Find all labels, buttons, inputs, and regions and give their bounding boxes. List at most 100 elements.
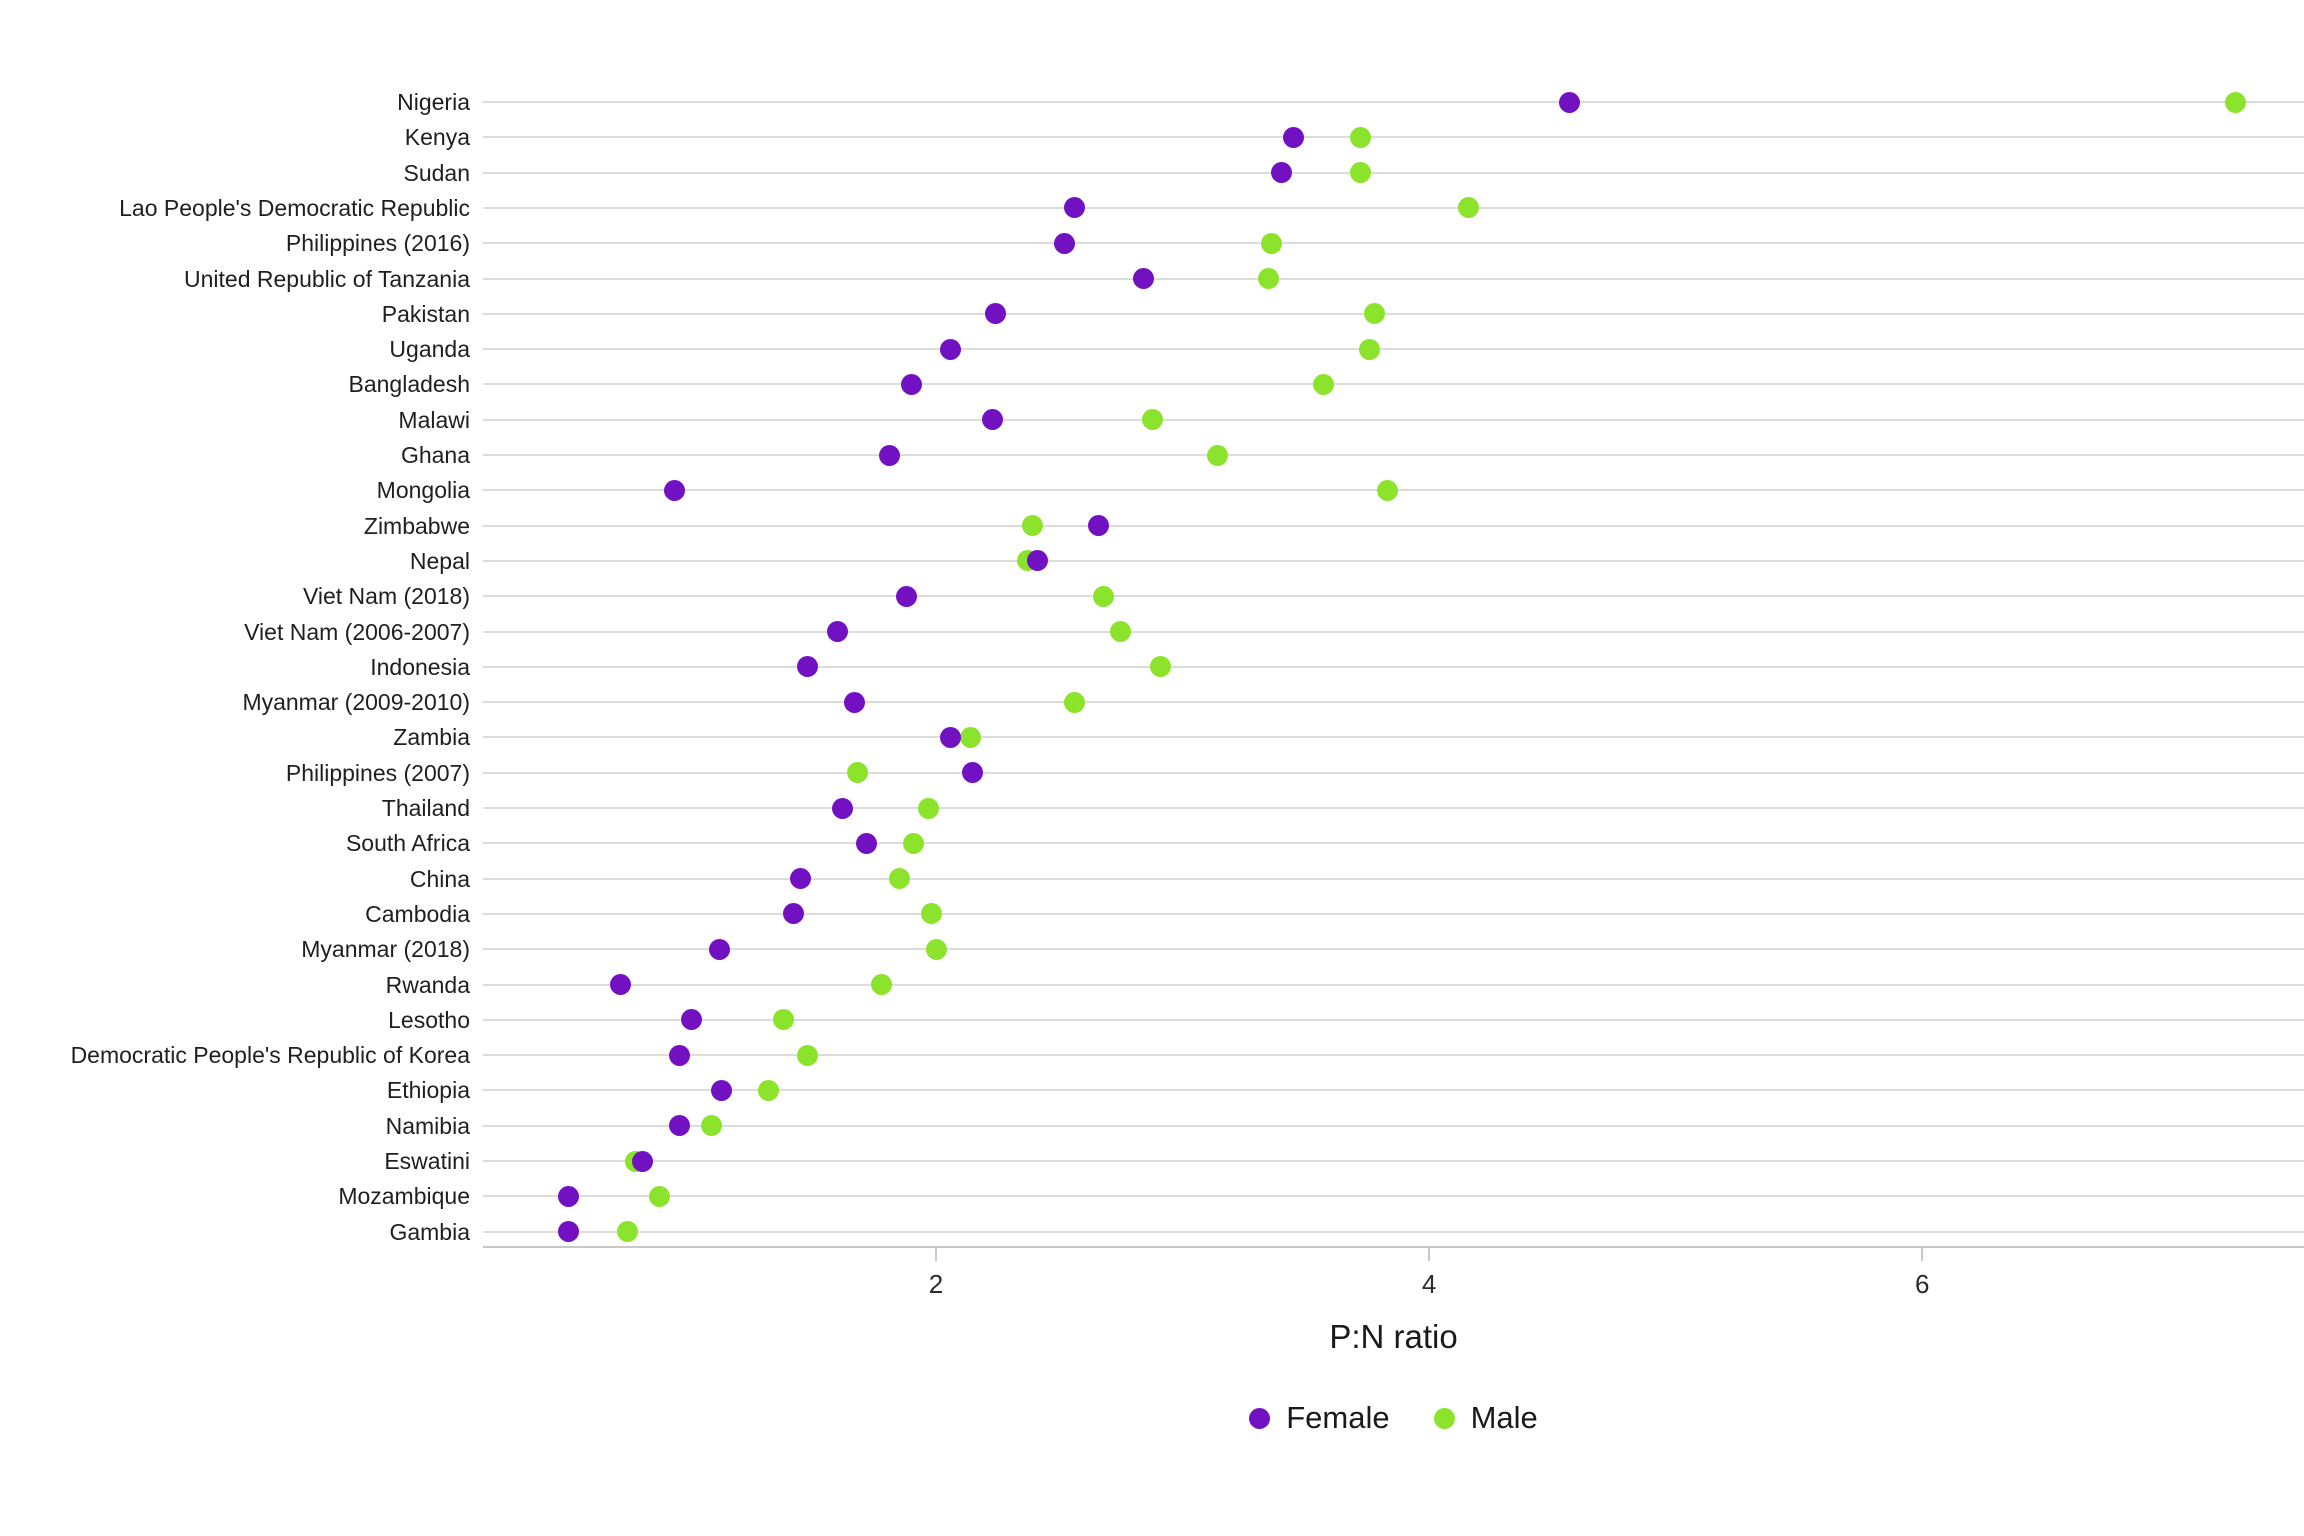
x-tick — [1428, 1248, 1431, 1261]
category-gridline — [483, 277, 2304, 280]
category-label: Pakistan — [381, 300, 470, 327]
data-point-female — [558, 1185, 580, 1207]
category-gridline — [483, 1160, 2304, 1162]
category-gridline — [483, 983, 2304, 986]
category-gridline — [483, 842, 2304, 845]
category-label: Zambia — [393, 724, 470, 751]
data-point-male — [1359, 338, 1381, 360]
data-point-female — [632, 1150, 654, 1172]
data-point-female — [669, 1115, 691, 1137]
category-label: Thailand — [381, 795, 470, 821]
category-gridline — [483, 736, 2304, 739]
data-point-male — [1349, 126, 1371, 148]
data-point-female — [1088, 515, 1110, 537]
data-point-male — [757, 1079, 779, 1101]
data-point-male — [903, 832, 925, 854]
category-gridline — [483, 1089, 2304, 1092]
data-point-male — [1458, 197, 1480, 219]
category-label: Lao People's Democratic Republic — [119, 194, 470, 221]
data-point-male — [797, 1044, 819, 1066]
category-gridline — [483, 1124, 2304, 1127]
x-tick-label: 6 — [1914, 1269, 1930, 1299]
category-label: South Africa — [345, 830, 470, 857]
data-point-male — [1376, 479, 1398, 501]
data-point-female — [1282, 126, 1304, 148]
data-point-female — [895, 585, 917, 607]
category-label: Myanmar (2009-2010) — [242, 689, 470, 716]
category-label: Philippines (2007) — [285, 759, 470, 786]
category-gridline — [483, 101, 2304, 103]
data-point-female — [844, 691, 866, 713]
data-point-male — [920, 903, 942, 925]
category-gridline — [483, 383, 2304, 386]
data-point-male — [2224, 91, 2246, 113]
category-gridline — [483, 912, 2304, 915]
category-gridline — [483, 242, 2304, 245]
data-point-female — [681, 1009, 703, 1031]
category-label: Viet Nam (2018) — [302, 583, 470, 610]
data-point-male — [649, 1185, 671, 1207]
category-gridline — [483, 877, 2304, 880]
category-label: Ethiopia — [386, 1077, 470, 1104]
category-label: Nepal — [409, 547, 470, 574]
category-label: Malawi — [398, 406, 470, 433]
data-point-female — [669, 1044, 691, 1066]
category-gridline — [483, 454, 2304, 456]
data-point-male — [1206, 444, 1228, 466]
category-label: Uganda — [389, 336, 470, 363]
category-gridline — [483, 595, 2304, 598]
category-label: Gambia — [389, 1218, 470, 1245]
category-label: Rwanda — [385, 971, 470, 998]
data-point-male — [701, 1115, 723, 1137]
category-label: Democratic People's Republic of Korea — [70, 1042, 470, 1069]
legend-dot-female — [1249, 1407, 1271, 1429]
data-point-female — [789, 868, 811, 890]
data-point-female — [609, 974, 631, 995]
category-label: Namibia — [385, 1112, 470, 1139]
data-point-male — [925, 938, 947, 960]
data-point-male — [960, 726, 982, 748]
data-point-female — [856, 832, 878, 854]
category-gridline — [483, 171, 2304, 174]
category-label: United Republic of Tanzania — [184, 265, 470, 292]
data-point-female — [900, 373, 922, 395]
data-point-female — [982, 409, 1004, 431]
x-tick — [935, 1248, 937, 1261]
category-gridline — [483, 1018, 2304, 1021]
data-point-female — [1270, 162, 1292, 184]
data-point-male — [871, 974, 893, 995]
data-point-female — [1053, 232, 1075, 254]
x-axis-line — [483, 1246, 2304, 1248]
category-gridline — [483, 1195, 2304, 1198]
data-point-female — [1026, 550, 1048, 572]
category-label: Viet Nam (2006-2007) — [244, 618, 470, 645]
legend: Female Male — [483, 1400, 2304, 1436]
data-point-female — [1559, 91, 1581, 113]
category-label: Zimbabwe — [363, 512, 470, 539]
data-point-female — [878, 444, 900, 466]
category-gridline — [483, 418, 2304, 421]
category-gridline — [483, 1230, 2304, 1233]
legend-label: Male — [1470, 1400, 1538, 1435]
category-label: Mozambique — [338, 1183, 470, 1210]
data-point-male — [1093, 585, 1115, 607]
category-label: Bangladesh — [348, 371, 471, 398]
data-point-female — [558, 1221, 580, 1243]
data-point-female — [711, 1079, 732, 1101]
category-gridline — [483, 665, 2304, 668]
data-point-male — [888, 868, 910, 890]
data-point-male — [1063, 691, 1085, 713]
data-point-female — [831, 797, 853, 819]
x-tick-label: 2 — [928, 1269, 944, 1299]
data-point-female — [782, 903, 804, 925]
category-label: Eswatini — [384, 1148, 470, 1174]
category-label: Lesotho — [388, 1006, 470, 1033]
x-tick — [1921, 1248, 1924, 1261]
data-point-female — [984, 303, 1006, 325]
data-point-female — [940, 726, 962, 748]
category-gridline — [483, 312, 2304, 315]
data-point-male — [1149, 656, 1171, 678]
data-point-male — [1312, 373, 1334, 395]
data-point-female — [708, 938, 730, 960]
